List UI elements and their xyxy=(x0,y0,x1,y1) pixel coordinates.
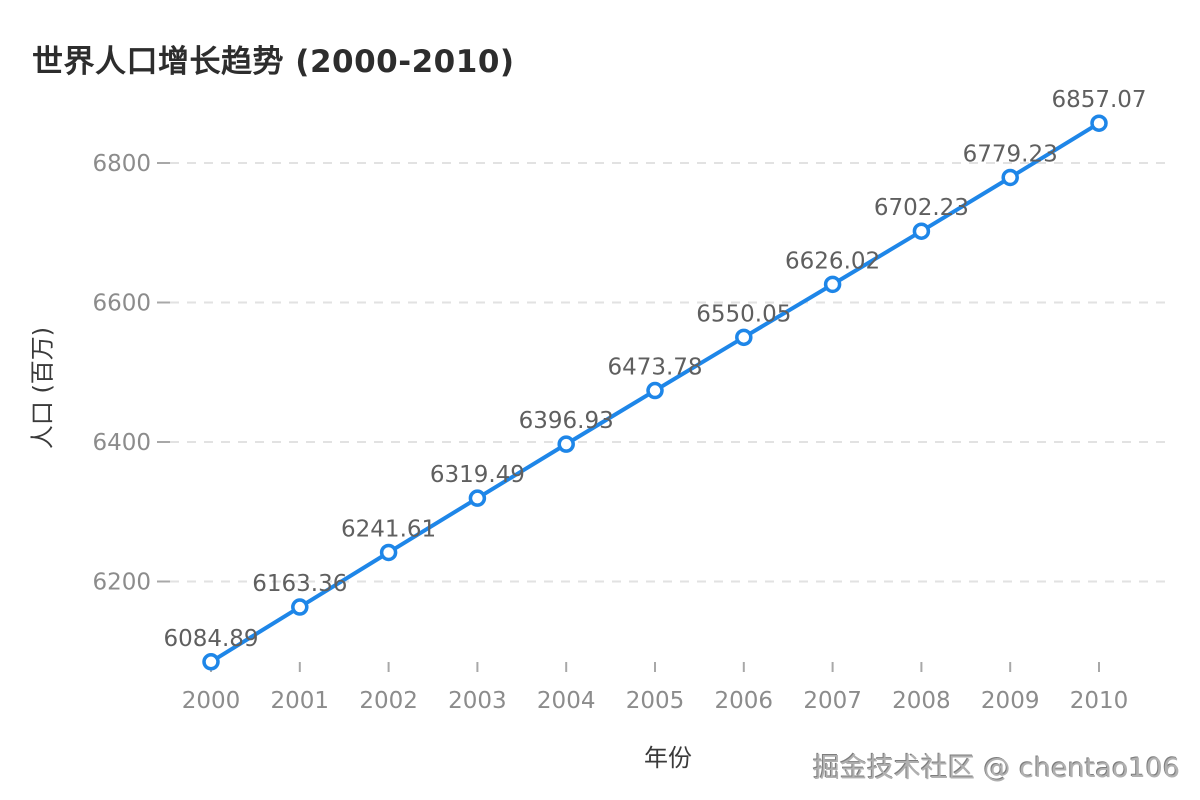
data-point-label: 6473.78 xyxy=(607,355,702,381)
y-axis-title: 人口 (百万) xyxy=(28,326,57,450)
data-point-label: 6163.36 xyxy=(252,571,347,597)
x-tick-label: 2008 xyxy=(892,688,951,714)
data-point-marker xyxy=(1001,168,1019,187)
data-point-marker xyxy=(912,222,931,240)
data-point-label: 6702.23 xyxy=(874,195,969,221)
data-point-label: 6319.49 xyxy=(430,462,525,488)
x-axis-title: 年份 xyxy=(644,744,692,772)
data-point-label: 6857.07 xyxy=(1051,87,1146,113)
y-tick-label: 6200 xyxy=(92,570,151,596)
data-point-marker xyxy=(468,489,487,507)
x-tick-label: 2006 xyxy=(715,688,774,714)
y-tick-label: 6800 xyxy=(92,151,151,177)
data-point-label: 6241.61 xyxy=(341,516,436,542)
data-point-label: 6626.02 xyxy=(785,248,880,274)
data-point-marker xyxy=(1090,114,1108,132)
data-point-label: 6550.05 xyxy=(696,301,791,327)
x-tick-label: 2010 xyxy=(1070,688,1129,714)
chart-title: 世界人口增长趋势 (2000-2010) xyxy=(32,44,515,80)
data-point-label: 6779.23 xyxy=(963,141,1058,167)
data-point-label: 6396.93 xyxy=(519,408,614,434)
data-point-label: 6084.89 xyxy=(163,626,258,652)
watermark-text: 掘金技术社区 @ chentao106 xyxy=(812,753,1180,784)
x-tick-label: 2002 xyxy=(359,688,418,714)
y-tick-label: 6600 xyxy=(92,291,151,317)
x-tick-label: 2000 xyxy=(182,688,241,714)
data-point-marker xyxy=(202,653,220,671)
x-tick-label: 2009 xyxy=(981,688,1040,714)
x-tick-label: 2004 xyxy=(537,688,596,714)
data-point-marker xyxy=(646,381,664,400)
data-point-marker xyxy=(735,328,753,347)
x-tick-label: 2005 xyxy=(626,688,685,714)
y-tick-label: 6400 xyxy=(92,430,151,456)
x-tick-label: 2001 xyxy=(271,688,330,714)
x-tick-label: 2007 xyxy=(803,688,862,714)
data-point-marker xyxy=(379,543,398,562)
data-point-marker xyxy=(291,598,309,616)
data-point-marker xyxy=(557,435,575,453)
data-point-marker xyxy=(823,275,842,294)
x-tick-label: 2003 xyxy=(448,688,507,714)
